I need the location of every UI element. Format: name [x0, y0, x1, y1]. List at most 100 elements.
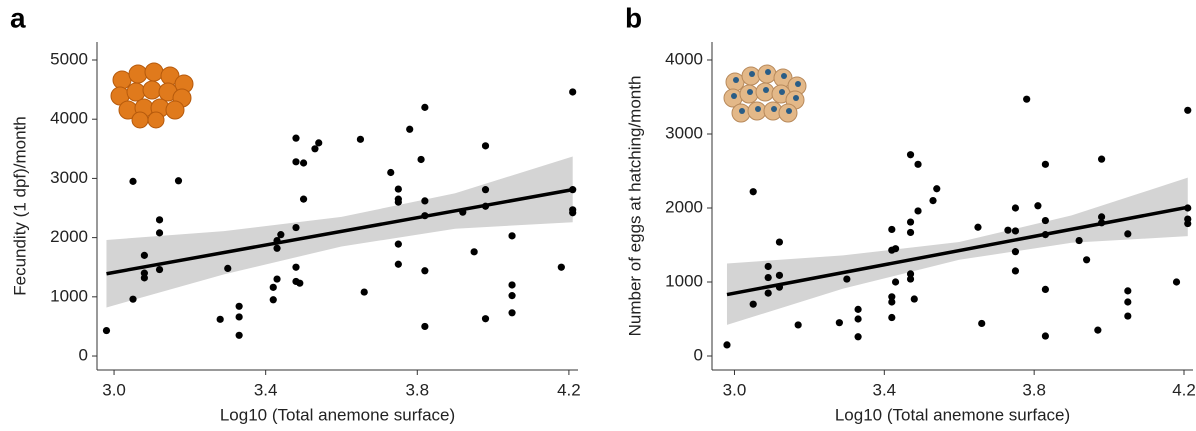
- data-point: [269, 283, 277, 291]
- data-point: [235, 313, 243, 321]
- data-point: [749, 188, 757, 196]
- data-point: [749, 300, 757, 308]
- egg-icon-a: [110, 62, 194, 129]
- data-point: [764, 289, 772, 297]
- panel-label: b: [625, 2, 642, 33]
- data-point: [854, 305, 862, 313]
- data-point: [906, 228, 915, 237]
- y-tick-label: 3000: [665, 123, 703, 142]
- data-point: [394, 198, 402, 206]
- data-point: [974, 223, 982, 231]
- data-point: [394, 260, 402, 268]
- data-point: [129, 177, 137, 185]
- data-point: [273, 244, 281, 252]
- data-point: [421, 197, 429, 205]
- data-point: [1011, 227, 1020, 235]
- data-point: [1097, 213, 1106, 221]
- data-point: [891, 278, 900, 286]
- data-point: [569, 88, 577, 96]
- data-point: [1023, 95, 1031, 103]
- x-tick-label: 3.0: [723, 380, 747, 399]
- data-point: [394, 240, 402, 248]
- x-tick-label: 3.0: [102, 380, 126, 399]
- data-point: [299, 159, 308, 167]
- y-tick-label: 2000: [50, 227, 88, 246]
- data-point: [978, 319, 986, 328]
- data-point: [1011, 248, 1020, 256]
- data-point: [508, 292, 516, 300]
- data-point: [417, 155, 425, 164]
- data-point: [1041, 160, 1050, 168]
- data-point: [1083, 256, 1091, 264]
- y-tick-label: 3000: [50, 168, 88, 187]
- data-point: [292, 223, 300, 232]
- data-point: [764, 273, 772, 282]
- x-tick-label: 3.4: [873, 380, 897, 399]
- data-point: [794, 321, 802, 329]
- data-point: [906, 270, 915, 278]
- data-point: [292, 134, 300, 142]
- y-tick-label: 5000: [50, 49, 88, 68]
- data-point: [891, 245, 900, 253]
- panel-label: a: [10, 2, 26, 33]
- data-point: [421, 267, 429, 275]
- x-axis-label: Log10 (Total anemone surface): [220, 405, 455, 424]
- regression-line: [106, 187, 574, 276]
- y-tick-label: 0: [694, 345, 703, 364]
- data-point: [140, 274, 148, 282]
- x-tick-label: 4.2: [1172, 380, 1196, 399]
- data-point: [906, 275, 915, 283]
- data-point: [569, 209, 577, 217]
- data-point: [235, 302, 243, 310]
- data-point: [216, 315, 224, 323]
- data-point: [421, 103, 429, 111]
- data-point: [155, 216, 164, 224]
- y-axis-label: Number of eggs at hatching/month: [625, 76, 644, 337]
- x-tick-label: 4.2: [557, 380, 581, 399]
- data-point: [470, 248, 478, 256]
- data-point: [888, 293, 896, 301]
- data-point: [277, 231, 285, 239]
- data-point: [481, 186, 490, 194]
- data-point: [102, 326, 111, 335]
- data-point: [1094, 326, 1102, 334]
- x-tick-label: 3.4: [254, 380, 278, 399]
- data-point: [843, 275, 851, 283]
- regression-line: [726, 205, 1189, 297]
- data-point: [1124, 287, 1132, 295]
- data-point: [299, 195, 308, 203]
- panel: 0 1000 2000 3000 4000 5000 3.0 3.4 3.8 4.2 Log10 (…: [10, 2, 581, 424]
- y-tick-label: 1000: [50, 286, 88, 305]
- data-point: [360, 288, 368, 296]
- y-axis-label: Fecundity (1 dpf)/month: [10, 116, 29, 296]
- data-point: [296, 279, 304, 287]
- data-point: [1041, 285, 1050, 294]
- data-point: [292, 263, 300, 271]
- x-tick-label: 3.8: [1022, 380, 1046, 399]
- data-point: [835, 319, 843, 327]
- data-point: [1172, 278, 1181, 286]
- data-point: [764, 262, 772, 271]
- y-tick-label: 4000: [665, 49, 703, 68]
- y-tick-label: 1000: [665, 271, 703, 290]
- data-point: [140, 251, 148, 259]
- data-point: [933, 185, 941, 193]
- data-point: [1041, 332, 1050, 340]
- data-point: [1124, 298, 1132, 306]
- data-point: [356, 135, 365, 143]
- egg-icon-b: [723, 64, 807, 123]
- data-point: [155, 229, 164, 237]
- data-point: [906, 151, 915, 159]
- data-point: [387, 168, 395, 177]
- data-point: [508, 281, 516, 289]
- data-point: [1124, 230, 1132, 238]
- data-point: [1004, 226, 1012, 234]
- data-point: [854, 315, 862, 323]
- x-tick-label: 3.8: [405, 380, 429, 399]
- data-point: [481, 315, 490, 323]
- data-point: [1124, 312, 1132, 320]
- data-point: [914, 207, 922, 215]
- data-point: [269, 296, 277, 304]
- data-point: [888, 298, 896, 306]
